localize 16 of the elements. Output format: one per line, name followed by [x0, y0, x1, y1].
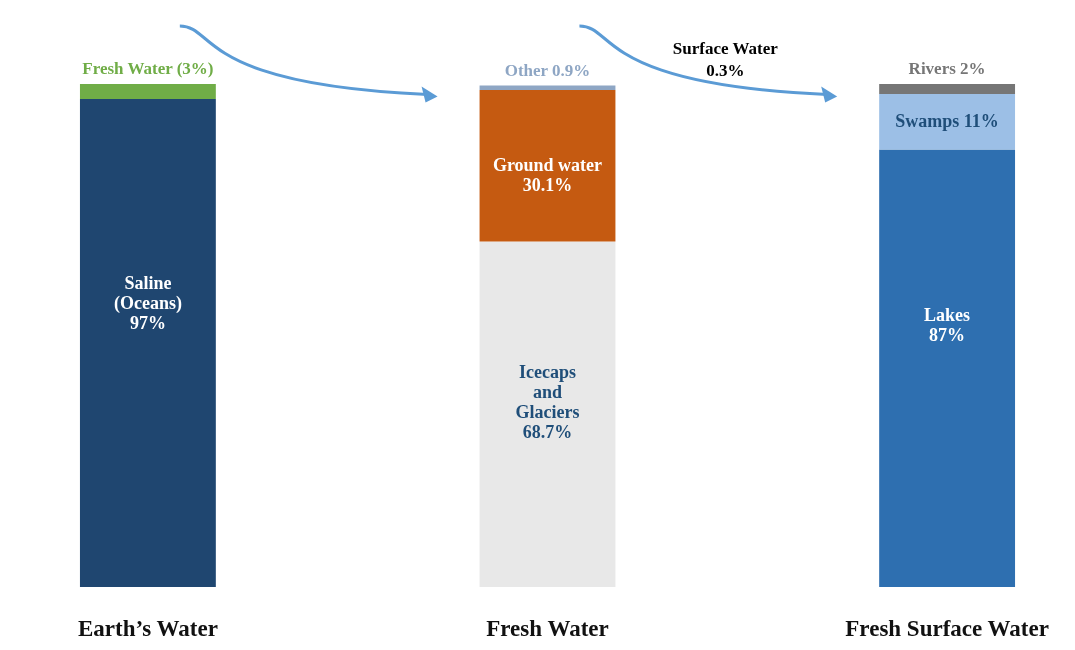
series-label: Icecaps and Glaciers	[515, 361, 580, 422]
text: Rivers 2%	[908, 59, 986, 78]
text: Fresh Water (3%)	[82, 59, 214, 78]
data-label: 97%	[129, 313, 166, 334]
x-tick-label: Earth’s Water	[77, 615, 218, 641]
series-label: Ground water	[492, 154, 603, 175]
data-label: 87%	[929, 324, 966, 345]
data-label: 68.7%	[522, 421, 573, 442]
x-tick-label: Fresh Water	[486, 615, 609, 641]
series-label: Lakes	[924, 304, 971, 325]
text: Swamps 11%	[895, 110, 999, 131]
series-label: Saline (Oceans)	[113, 273, 182, 315]
data-label: 30.1%	[522, 174, 573, 195]
x-tick-label: Fresh Surface Water	[845, 615, 1049, 641]
text: Surface Water 0.3%	[672, 39, 779, 81]
text: Other 0.9%	[504, 60, 591, 80]
